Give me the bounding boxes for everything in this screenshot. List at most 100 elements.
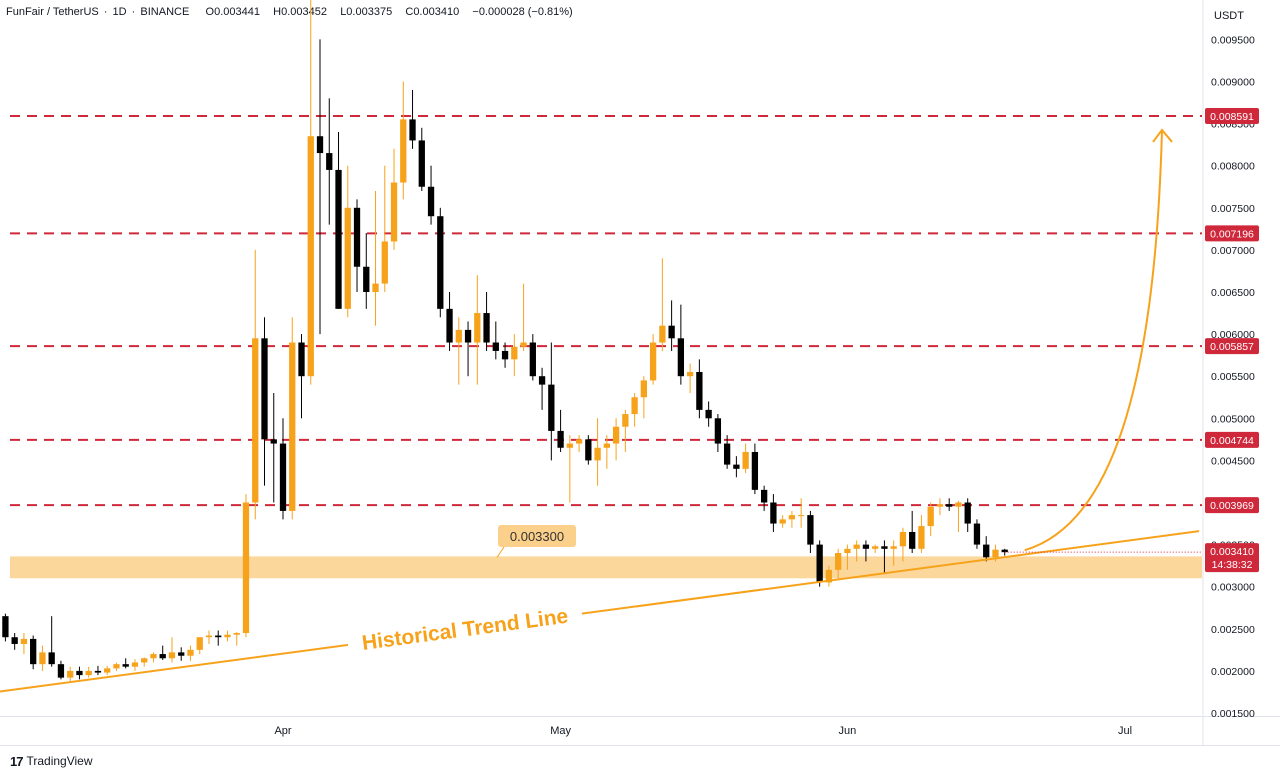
candle-body[interactable]	[168, 652, 176, 659]
candle-body[interactable]	[427, 186, 435, 217]
candle-body[interactable]	[20, 638, 28, 644]
candle-body[interactable]	[548, 384, 555, 431]
candle-body[interactable]	[2, 616, 9, 638]
candle-body[interactable]	[464, 329, 472, 343]
candle-body[interactable]	[649, 342, 657, 381]
candle-body[interactable]	[918, 526, 925, 549]
candle-body[interactable]	[76, 670, 83, 676]
candle-body[interactable]	[742, 451, 749, 469]
candle-body[interactable]	[113, 664, 120, 669]
candle-body[interactable]	[844, 548, 851, 554]
candle-body[interactable]	[224, 634, 231, 638]
candle-body[interactable]	[196, 637, 203, 650]
candle-body[interactable]	[668, 325, 675, 339]
candle-body[interactable]	[289, 342, 296, 511]
candle-body[interactable]	[187, 649, 194, 656]
candle-body[interactable]	[890, 546, 897, 549]
candle-body[interactable]	[696, 371, 703, 410]
candle-body[interactable]	[529, 342, 536, 377]
candle-body[interactable]	[973, 523, 981, 545]
candle-body[interactable]	[242, 502, 250, 634]
candle-body[interactable]	[418, 140, 425, 187]
candle-body[interactable]	[307, 136, 314, 377]
candle-body[interactable]	[57, 664, 65, 678]
candle-body[interactable]	[1001, 549, 1008, 553]
candle-body[interactable]	[816, 544, 823, 583]
candle-body[interactable]	[575, 439, 583, 444]
candle-body[interactable]	[872, 546, 879, 549]
candle-body[interactable]	[733, 464, 740, 469]
candle-body[interactable]	[455, 329, 462, 343]
candle-body[interactable]	[677, 338, 685, 377]
candle-body[interactable]	[538, 376, 546, 385]
candle-body[interactable]	[686, 371, 694, 377]
candle-body[interactable]	[11, 637, 18, 644]
candle-body[interactable]	[39, 652, 46, 665]
candle-body[interactable]	[178, 652, 185, 656]
candle-body[interactable]	[279, 443, 287, 511]
candle-body[interactable]	[936, 504, 944, 507]
candle-body[interactable]	[501, 350, 509, 360]
candle-body[interactable]	[205, 635, 213, 638]
candle-body[interactable]	[983, 544, 990, 558]
interval[interactable]: 1D	[112, 6, 127, 18]
candle-body[interactable]	[492, 342, 499, 351]
candle-body[interactable]	[612, 426, 620, 444]
candle-body[interactable]	[363, 266, 370, 292]
candle-body[interactable]	[409, 119, 416, 141]
candle-body[interactable]	[594, 447, 601, 461]
candle-body[interactable]	[909, 531, 916, 549]
candle-body[interactable]	[131, 662, 139, 667]
candle-body[interactable]	[751, 451, 759, 490]
candle-body[interactable]	[881, 546, 888, 549]
candle-body[interactable]	[326, 153, 333, 170]
candle-body[interactable]	[298, 342, 305, 377]
candle-body[interactable]	[261, 338, 268, 440]
candle-body[interactable]	[955, 502, 962, 507]
candle-body[interactable]	[372, 283, 379, 292]
candle-body[interactable]	[316, 136, 324, 154]
candle-body[interactable]	[270, 439, 277, 444]
candle-body[interactable]	[233, 633, 240, 635]
projection-arrow[interactable]	[1024, 129, 1163, 552]
candle-body[interactable]	[603, 443, 610, 448]
candle-body[interactable]	[779, 519, 786, 524]
candle-body[interactable]	[659, 325, 666, 343]
candle-body[interactable]	[714, 418, 722, 444]
candle-body[interactable]	[798, 515, 805, 517]
candle-body[interactable]	[946, 504, 953, 507]
candle-body[interactable]	[631, 397, 638, 415]
candle-body[interactable]	[381, 241, 388, 284]
candle-body[interactable]	[622, 414, 629, 427]
candle-body[interactable]	[862, 544, 870, 549]
candle-body[interactable]	[835, 553, 842, 570]
candle-body[interactable]	[150, 654, 157, 659]
candle-body[interactable]	[640, 380, 648, 398]
candle-body[interactable]	[557, 430, 564, 448]
candle-body[interactable]	[85, 670, 92, 676]
candle-body[interactable]	[215, 635, 222, 638]
historical-trend-line[interactable]	[0, 530, 1200, 694]
currency-label[interactable]: USDT	[1214, 10, 1244, 22]
candle-body[interactable]	[353, 207, 361, 267]
candle-body[interactable]	[585, 439, 592, 461]
candle-body[interactable]	[566, 443, 573, 448]
candle-body[interactable]	[788, 515, 796, 520]
candle-body[interactable]	[927, 506, 934, 527]
tradingview-branding[interactable]: 17 TradingView	[10, 752, 93, 770]
candle-body[interactable]	[94, 670, 102, 673]
candle-body[interactable]	[705, 409, 712, 419]
candle-body[interactable]	[437, 216, 444, 309]
candle-body[interactable]	[723, 443, 731, 465]
candle-body[interactable]	[400, 119, 407, 183]
candle-body[interactable]	[825, 569, 833, 583]
candle-body[interactable]	[853, 544, 860, 549]
candle-body[interactable]	[446, 308, 453, 343]
symbol-name[interactable]: FunFair / TetherUS	[6, 6, 99, 18]
candle-body[interactable]	[483, 313, 490, 343]
candle-body[interactable]	[390, 182, 398, 242]
candle-body[interactable]	[760, 489, 768, 503]
candle-body[interactable]	[67, 670, 74, 678]
candle-body[interactable]	[48, 652, 55, 665]
